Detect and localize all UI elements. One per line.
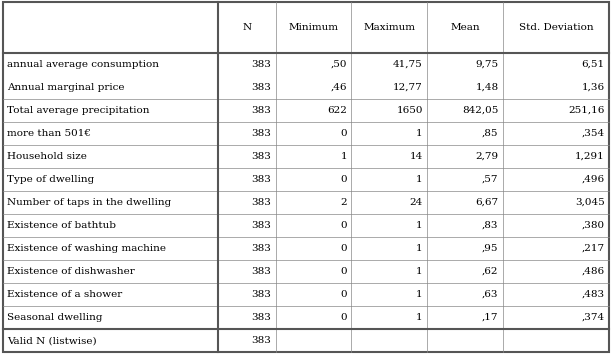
- Text: annual average consumption: annual average consumption: [7, 59, 159, 69]
- Text: 0: 0: [340, 244, 347, 253]
- Text: Type of dwelling: Type of dwelling: [7, 175, 95, 184]
- Text: Mean: Mean: [450, 23, 480, 32]
- Text: 383: 383: [252, 313, 272, 322]
- Text: 383: 383: [252, 290, 272, 299]
- Text: ,50: ,50: [330, 59, 347, 69]
- Text: 1650: 1650: [397, 106, 423, 115]
- Text: Annual marginal price: Annual marginal price: [7, 83, 125, 92]
- Text: 383: 383: [252, 198, 272, 207]
- Text: ,374: ,374: [581, 313, 605, 322]
- Text: 1: 1: [416, 244, 423, 253]
- Text: 383: 383: [252, 129, 272, 138]
- Text: ,496: ,496: [581, 175, 605, 184]
- Text: ,57: ,57: [482, 175, 499, 184]
- Text: 383: 383: [252, 175, 272, 184]
- Text: 14: 14: [409, 152, 423, 161]
- Text: 1: 1: [416, 175, 423, 184]
- Text: 1: 1: [416, 267, 423, 276]
- Text: ,217: ,217: [581, 244, 605, 253]
- Text: 383: 383: [252, 59, 272, 69]
- Text: 24: 24: [409, 198, 423, 207]
- Text: Total average precipitation: Total average precipitation: [7, 106, 150, 115]
- Text: 1: 1: [340, 152, 347, 161]
- Text: Existence of washing machine: Existence of washing machine: [7, 244, 166, 253]
- Text: ,85: ,85: [482, 129, 499, 138]
- Text: 6,51: 6,51: [581, 59, 605, 69]
- Text: 2: 2: [340, 198, 347, 207]
- Text: 1: 1: [416, 221, 423, 230]
- Text: 6,67: 6,67: [476, 198, 499, 207]
- Text: 383: 383: [252, 267, 272, 276]
- Text: 3,045: 3,045: [575, 198, 605, 207]
- Text: Std. Deviation: Std. Deviation: [518, 23, 593, 32]
- Text: ,354: ,354: [581, 129, 605, 138]
- Text: ,83: ,83: [482, 221, 499, 230]
- Text: 1: 1: [416, 129, 423, 138]
- Text: Household size: Household size: [7, 152, 88, 161]
- Text: ,380: ,380: [581, 221, 605, 230]
- Text: ,46: ,46: [330, 83, 347, 92]
- Text: 0: 0: [340, 175, 347, 184]
- Text: 41,75: 41,75: [393, 59, 423, 69]
- Text: 383: 383: [252, 83, 272, 92]
- Text: Existence of a shower: Existence of a shower: [7, 290, 122, 299]
- Text: ,17: ,17: [482, 313, 499, 322]
- Text: Maximum: Maximum: [364, 23, 416, 32]
- Text: ,62: ,62: [482, 267, 499, 276]
- Text: 1,48: 1,48: [476, 83, 499, 92]
- Text: 12,77: 12,77: [393, 83, 423, 92]
- Text: 0: 0: [340, 129, 347, 138]
- Text: 383: 383: [252, 336, 272, 345]
- Text: 383: 383: [252, 221, 272, 230]
- Text: Existence of dishwasher: Existence of dishwasher: [7, 267, 135, 276]
- Text: ,483: ,483: [581, 290, 605, 299]
- Text: 0: 0: [340, 290, 347, 299]
- Text: ,63: ,63: [482, 290, 499, 299]
- Text: 0: 0: [340, 267, 347, 276]
- Text: 842,05: 842,05: [462, 106, 499, 115]
- Text: 9,75: 9,75: [476, 59, 499, 69]
- Text: 383: 383: [252, 244, 272, 253]
- Text: Valid N (listwise): Valid N (listwise): [7, 336, 97, 345]
- Text: 622: 622: [327, 106, 347, 115]
- Text: 0: 0: [340, 313, 347, 322]
- Text: Minimum: Minimum: [289, 23, 338, 32]
- Text: 2,79: 2,79: [476, 152, 499, 161]
- Text: 1: 1: [416, 290, 423, 299]
- Text: ,486: ,486: [581, 267, 605, 276]
- Text: more than 501€: more than 501€: [7, 129, 91, 138]
- Text: ,95: ,95: [482, 244, 499, 253]
- Text: Seasonal dwelling: Seasonal dwelling: [7, 313, 103, 322]
- Text: 0: 0: [340, 221, 347, 230]
- Text: N: N: [242, 23, 252, 32]
- Text: 1,291: 1,291: [575, 152, 605, 161]
- Text: 383: 383: [252, 106, 272, 115]
- Text: 1,36: 1,36: [581, 83, 605, 92]
- Text: Number of taps in the dwelling: Number of taps in the dwelling: [7, 198, 171, 207]
- Text: 251,16: 251,16: [569, 106, 605, 115]
- Text: 1: 1: [416, 313, 423, 322]
- Text: 383: 383: [252, 152, 272, 161]
- Text: Existence of bathtub: Existence of bathtub: [7, 221, 116, 230]
